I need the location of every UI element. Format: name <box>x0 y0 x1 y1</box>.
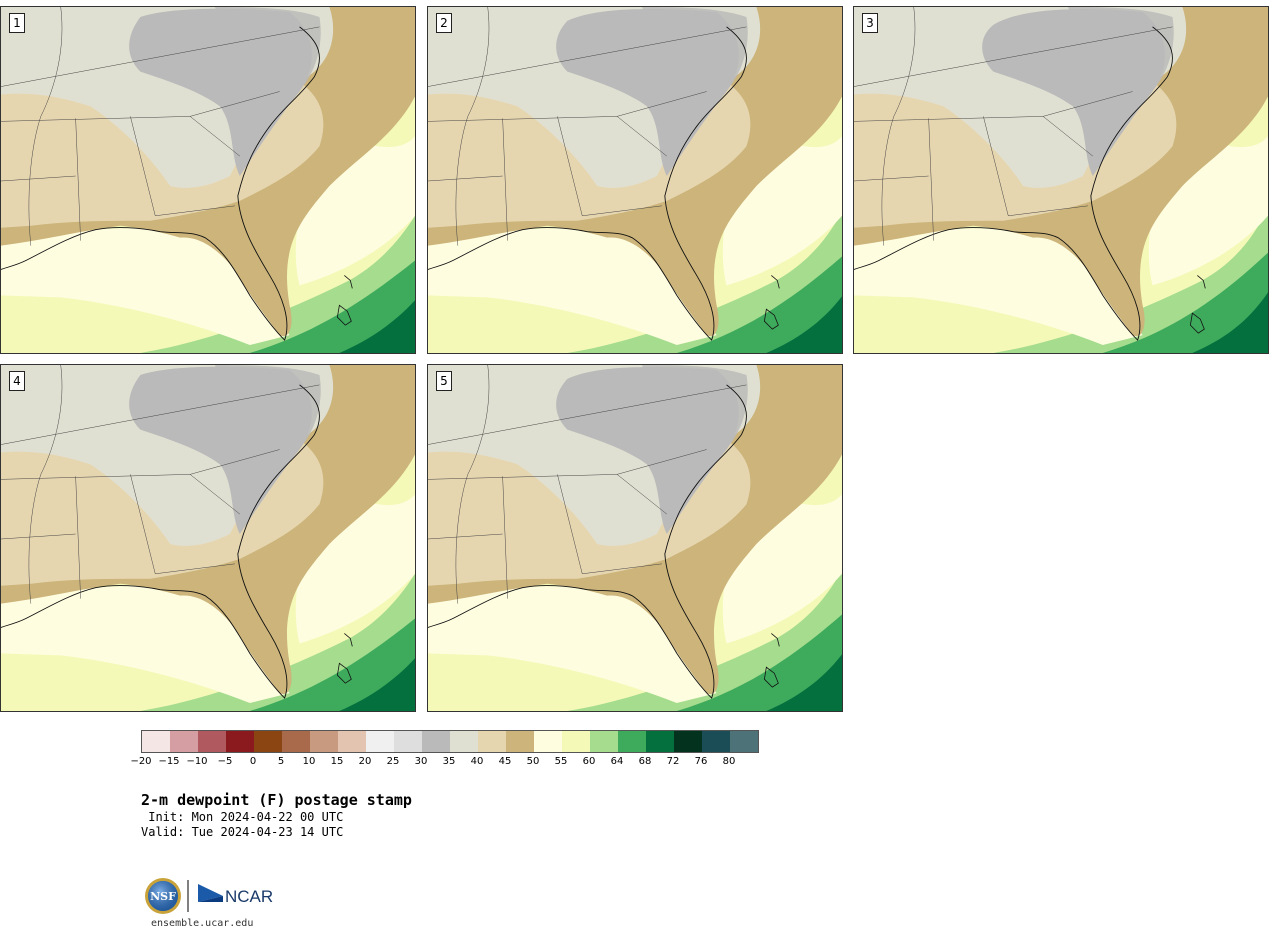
dewpoint-map <box>1 7 415 353</box>
colorbar-tick-label: 0 <box>249 756 257 767</box>
colorbar-tick-label: 76 <box>694 756 708 767</box>
ncar-logo-text: NCAR <box>225 887 273 906</box>
colorbar-swatch <box>422 731 450 752</box>
panel-label: 4 <box>9 371 25 391</box>
colorbar-swatch <box>226 731 254 752</box>
colorbar-tick-labels: −20 −15 −10 −5 0 5 10 15 20 25 30 35 40 45 50 55 60 64 68 7… <box>130 756 761 770</box>
colorbar-tick-label: 35 <box>442 756 456 767</box>
colorbar <box>141 730 759 753</box>
logos: NSF NCAR <box>143 876 283 916</box>
colorbar-swatch <box>562 731 590 752</box>
dewpoint-map <box>1 365 415 711</box>
ensemble-member-panel-5: 5 <box>427 364 843 712</box>
colorbar-swatch <box>366 731 394 752</box>
colorbar-swatch <box>646 731 674 752</box>
colorbar-swatch <box>394 731 422 752</box>
ensemble-member-panel-4: 4 <box>0 364 416 712</box>
panel-label: 1 <box>9 13 25 33</box>
panel-label: 3 <box>862 13 878 33</box>
colorbar-swatch <box>730 731 758 752</box>
colorbar-swatch <box>674 731 702 752</box>
ensemble-member-panel-3: 3 <box>853 6 1269 354</box>
colorbar-tick-label: 40 <box>470 756 484 767</box>
colorbar-swatch <box>702 731 730 752</box>
nsf-ncar-logo: NSF NCAR <box>145 878 273 914</box>
nsf-logo-text: NSF <box>150 890 176 903</box>
colorbar-swatch <box>590 731 618 752</box>
ncar-logo-icon: NCAR <box>198 884 273 906</box>
colorbar-tick-label: 10 <box>302 756 316 767</box>
website-link[interactable]: ensemble.ucar.edu <box>151 918 254 929</box>
ensemble-member-panel-1: 1 <box>0 6 416 354</box>
colorbar-tick-label: 64 <box>610 756 624 767</box>
colorbar-swatch <box>478 731 506 752</box>
figure-title: 2-m dewpoint (F) postage stamp <box>141 791 412 809</box>
colorbar-swatch <box>310 731 338 752</box>
colorbar-tick-label: 15 <box>330 756 344 767</box>
nsf-logo-icon: NSF <box>145 878 181 914</box>
colorbar-swatch <box>618 731 646 752</box>
colorbar-tick-label: 20 <box>358 756 372 767</box>
init-time: Init: Mon 2024-04-22 00 UTC <box>141 810 344 824</box>
colorbar-swatch <box>338 731 366 752</box>
dewpoint-map <box>854 7 1268 353</box>
colorbar-swatch <box>534 731 562 752</box>
colorbar-swatch <box>198 731 226 752</box>
colorbar-tick-label: 45 <box>498 756 512 767</box>
colorbar-tick-label: 72 <box>666 756 680 767</box>
colorbar-tick-label: 55 <box>554 756 568 767</box>
colorbar-swatch <box>170 731 198 752</box>
colorbar-tick-label: 68 <box>638 756 652 767</box>
colorbar-tick-label: 25 <box>386 756 400 767</box>
colorbar-swatch <box>142 731 170 752</box>
colorbar-tick-label: −15 <box>158 756 180 767</box>
colorbar-tick-label: 5 <box>277 756 285 767</box>
colorbar-swatch <box>254 731 282 752</box>
colorbar-tick-label: 60 <box>582 756 596 767</box>
colorbar-tick-label: −10 <box>186 756 208 767</box>
panel-label: 5 <box>436 371 452 391</box>
colorbar-tick-label: −20 <box>130 756 152 767</box>
valid-time: Valid: Tue 2024-04-23 14 UTC <box>141 825 344 839</box>
colorbar-swatch <box>506 731 534 752</box>
colorbar-tick-label: 50 <box>526 756 540 767</box>
ensemble-member-panel-2: 2 <box>427 6 843 354</box>
colorbar-tick-label: −5 <box>217 756 233 767</box>
dewpoint-map <box>428 7 842 353</box>
colorbar-tick-label: 30 <box>414 756 428 767</box>
colorbar-tick-label: 80 <box>722 756 736 767</box>
dewpoint-map <box>428 365 842 711</box>
colorbar-swatch <box>450 731 478 752</box>
colorbar-swatch <box>282 731 310 752</box>
panel-label: 2 <box>436 13 452 33</box>
